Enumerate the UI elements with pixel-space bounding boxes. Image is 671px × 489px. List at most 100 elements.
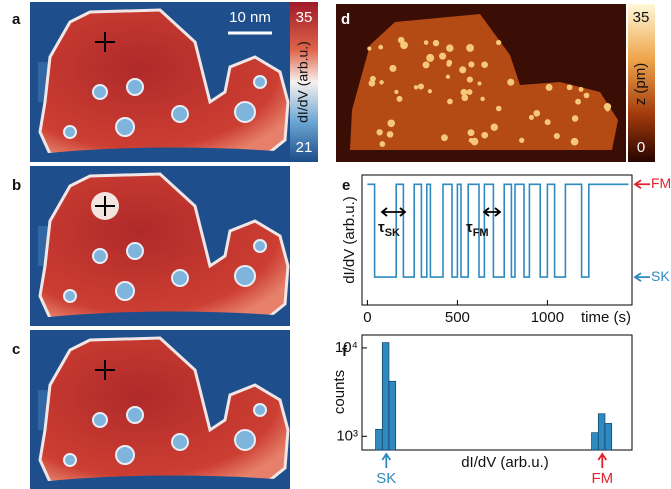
adatom xyxy=(544,119,551,126)
adatom xyxy=(468,61,475,68)
adatom xyxy=(533,109,541,117)
adatom xyxy=(400,41,408,50)
hist-bar xyxy=(604,423,613,451)
x-tick-label: 500 xyxy=(445,309,470,326)
adatom xyxy=(459,66,467,74)
panel-label: c xyxy=(12,341,20,358)
plot-frame xyxy=(361,174,633,306)
level-label: SK xyxy=(651,268,670,284)
marker-arrow xyxy=(381,452,392,468)
adatom xyxy=(447,98,453,105)
panel-d: 35 0 z (pm) d xyxy=(336,4,655,162)
adatom xyxy=(570,137,579,146)
cross xyxy=(95,32,115,52)
y-axis-label: dI/dV (arb.u.) xyxy=(341,196,358,284)
colorbar xyxy=(628,4,655,162)
cbar-label: dI/dV (arb.u.) xyxy=(295,41,311,123)
panel-label: e xyxy=(342,177,350,194)
cbar-tick: 35 xyxy=(633,9,650,26)
y-axis-label: counts xyxy=(331,370,348,414)
y-tick-label: 10³ xyxy=(336,427,358,444)
adatom xyxy=(477,81,482,86)
adatom xyxy=(445,74,451,79)
adatom xyxy=(439,52,447,60)
adatom xyxy=(446,44,454,52)
adatom xyxy=(417,83,425,90)
cbar-tick: 35 xyxy=(296,9,313,26)
marker-arrow xyxy=(597,452,608,468)
marker-label: SK xyxy=(376,470,396,487)
plot-frame xyxy=(361,334,633,451)
adatom xyxy=(367,46,372,51)
hist-bar xyxy=(375,429,383,451)
map-image xyxy=(30,2,290,162)
adatom xyxy=(446,61,452,67)
tau-subscript: SK xyxy=(385,227,400,239)
adatom xyxy=(369,75,376,82)
scale-label: 10 nm xyxy=(229,9,271,26)
adatom xyxy=(397,36,405,44)
adatom xyxy=(507,78,515,86)
adatom xyxy=(466,43,475,52)
signal-line xyxy=(367,183,629,278)
adatom xyxy=(605,106,610,112)
colorbar xyxy=(290,2,318,162)
adatom xyxy=(466,76,473,83)
level-label: FM xyxy=(651,175,671,191)
interval-arrow xyxy=(482,207,502,217)
cbar-tick: 21 xyxy=(296,139,313,156)
adatom xyxy=(368,79,376,87)
x-tick-label: 1000 xyxy=(531,309,564,326)
adatom xyxy=(481,131,489,139)
adatom xyxy=(413,85,419,90)
interval-label: τFM xyxy=(466,219,489,239)
adatom xyxy=(545,83,553,91)
panel-label: b xyxy=(12,177,21,194)
tau-symbol: τ xyxy=(378,219,385,236)
adatom xyxy=(461,94,469,102)
hist-bar xyxy=(597,413,606,451)
adatom xyxy=(378,44,384,50)
adatom xyxy=(583,92,590,99)
adatom xyxy=(441,134,448,142)
cross xyxy=(95,360,115,380)
interval-label: τSK xyxy=(378,219,400,239)
adatom xyxy=(460,88,468,96)
hist-bar xyxy=(381,342,390,451)
adatom xyxy=(467,129,475,137)
panel-a: 10 nm 35 21 dI/dV (arb.u.) a xyxy=(12,2,318,162)
adatom xyxy=(566,84,573,91)
map-image xyxy=(30,330,290,489)
tau-subscript: FM xyxy=(473,227,489,239)
adatom xyxy=(495,105,502,112)
hist-bar xyxy=(591,432,599,451)
adatom xyxy=(480,96,485,102)
x-axis-label: time (s) xyxy=(581,309,631,326)
adatoms xyxy=(367,36,612,147)
y-tick-label: 10⁴ xyxy=(335,339,358,356)
adatom xyxy=(571,115,579,122)
adatom xyxy=(379,80,384,85)
adatom xyxy=(575,98,582,105)
adatom xyxy=(578,86,584,92)
adatom xyxy=(519,137,525,143)
panel-label: d xyxy=(341,11,350,28)
adatom xyxy=(553,132,560,140)
level-arrow xyxy=(633,272,650,282)
panel-c: c xyxy=(12,330,290,489)
cbar-label: z (pm) xyxy=(632,63,649,106)
hist-bar xyxy=(388,380,397,451)
adatom xyxy=(386,131,394,138)
adatom xyxy=(376,129,383,136)
adatom xyxy=(470,137,479,146)
x-axis-label: dI/dV (arb.u.) xyxy=(461,454,549,471)
interval-arrow xyxy=(380,207,407,217)
adatom xyxy=(490,123,498,131)
cbar-tick: 0 xyxy=(637,139,645,156)
panel-label: a xyxy=(12,11,21,28)
cross xyxy=(95,196,115,216)
adatom xyxy=(427,89,433,94)
panel-b: b xyxy=(12,166,290,326)
adatom xyxy=(426,53,435,62)
